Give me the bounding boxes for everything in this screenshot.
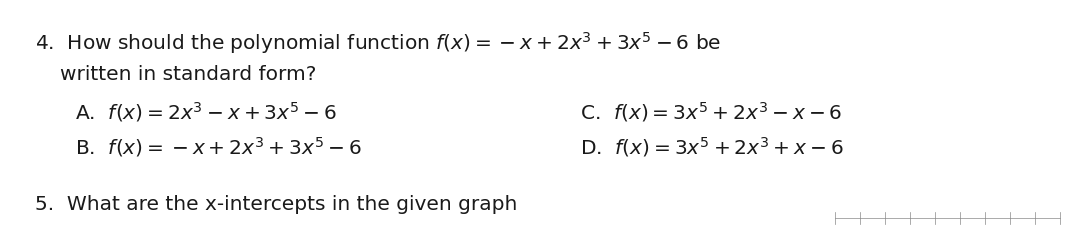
- Text: 5.  What are the x-intercepts in the given graph: 5. What are the x-intercepts in the give…: [35, 195, 517, 214]
- Text: C.  $f(x) = 3x^5 + 2x^3 - x - 6$: C. $f(x) = 3x^5 + 2x^3 - x - 6$: [580, 100, 842, 124]
- Text: 4.  How should the polynomial function $f(x) = -x + 2x^3 + 3x^5 - 6$ be: 4. How should the polynomial function $f…: [35, 30, 721, 56]
- Text: D.  $f(x) = 3x^5 + 2x^3 + x - 6$: D. $f(x) = 3x^5 + 2x^3 + x - 6$: [580, 135, 843, 159]
- Text: B.  $f(x) = -x + 2x^3 + 3x^5 - 6$: B. $f(x) = -x + 2x^3 + 3x^5 - 6$: [75, 135, 362, 159]
- Text: written in standard form?: written in standard form?: [60, 65, 316, 84]
- Text: A.  $f(x) = 2x^3 - x + 3x^5 - 6$: A. $f(x) = 2x^3 - x + 3x^5 - 6$: [75, 100, 337, 124]
